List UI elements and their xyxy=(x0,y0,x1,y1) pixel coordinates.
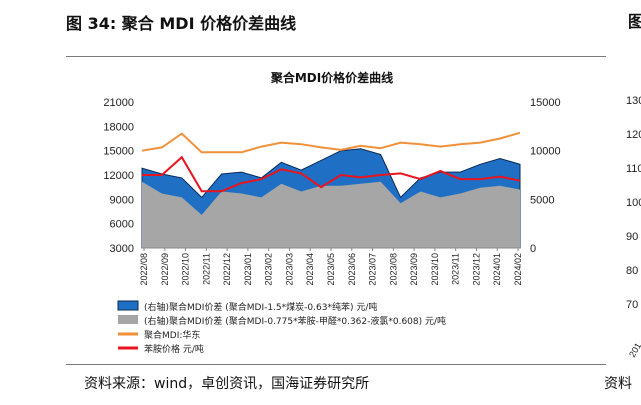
top-rule xyxy=(66,56,606,57)
x-tick-label: 2023/01 xyxy=(243,253,253,286)
y-left-tick-label: 9000 xyxy=(110,194,134,206)
x-tick-label: 2023/02 xyxy=(264,253,274,286)
x-tick-label: 2023/09 xyxy=(409,253,419,286)
adjacent-y-tick-label: 110 xyxy=(626,163,641,175)
series-line-2 xyxy=(142,155,521,193)
plot-layer xyxy=(141,131,521,249)
adjacent-y-tick-label: 100 xyxy=(626,197,641,209)
legend-swatch xyxy=(118,315,138,324)
y-right-tick-label: 10000 xyxy=(530,146,561,158)
series-area-2 xyxy=(142,181,520,248)
series-line-1 xyxy=(141,131,521,154)
y-left-tick-label: 12000 xyxy=(103,170,134,182)
y-left-tick-label: 15000 xyxy=(103,146,134,158)
mdi-price-spread-chart: 聚合MDI价格价差曲线 21000 18000 15000 12000 9000 6000… xyxy=(66,58,586,362)
chart-title: 聚合MDI价格价差曲线 xyxy=(270,70,393,85)
adjacent-y-tick-label: 130 xyxy=(626,95,641,107)
adjacent-source-fragment: 资料 xyxy=(604,376,632,392)
legend-label: 苯胺价格 元/吨 xyxy=(144,343,204,355)
x-tick-label: 2023/08 xyxy=(388,253,398,286)
adjacent-y-tick-label: 80 xyxy=(626,265,638,277)
legend-label: (右轴)聚合MDI价差 (聚合MDI-0.775*苯胺-甲醛*0.362-液氯*… xyxy=(144,315,446,327)
adjacent-y-tick-label: 70 xyxy=(626,299,638,311)
y-right-tick-label: 0 xyxy=(530,243,536,255)
source-note: 资料来源：wind，卓创资讯，国海证券研究所 xyxy=(84,376,370,392)
bottom-rule xyxy=(66,364,606,365)
x-tick-label: 2023/07 xyxy=(368,253,378,286)
legend-swatch xyxy=(117,300,139,311)
x-tick-label: 2022/10 xyxy=(181,253,191,286)
x-tick-label: 2022/11 xyxy=(201,253,211,285)
legend-label: 聚合MDI:华东 xyxy=(144,329,200,341)
legend-label: (右轴)聚合MDI价差 (聚合MDI-1.5*煤炭-0.63*纯苯) 元/吨 xyxy=(144,301,377,313)
x-tick-label: 2023/06 xyxy=(347,253,357,286)
x-tick-label: 2024/01 xyxy=(492,253,502,286)
y-left-tick-label: 18000 xyxy=(103,121,134,133)
x-tick-label: 2023/05 xyxy=(326,253,336,286)
x-tick-label: 2024/02 xyxy=(513,253,523,286)
x-tick-label: 2022/08 xyxy=(139,253,149,286)
next-figure-title-fragment: 图 xyxy=(628,12,641,31)
x-tick-label: 2022/09 xyxy=(160,253,170,286)
axis-layer: 21000 18000 15000 12000 9000 6000 3000 15000 100… xyxy=(103,97,560,286)
x-tick-label: 2023/11 xyxy=(451,253,461,285)
x-tick-label: 2022/12 xyxy=(222,253,232,286)
y-right-tick-label: 5000 xyxy=(530,194,554,206)
adjacent-chart-fragment: 130 120 110 100 90 80 70 201 xyxy=(626,95,641,358)
figure-title: 图 34: 聚合 MDI 价格价差曲线 xyxy=(66,14,297,33)
y-left-tick-label: 21000 xyxy=(103,97,134,109)
chart-legend: (右轴)聚合MDI价差 (聚合MDI-1.5*煤炭-0.63*纯苯) 元/吨 (右… xyxy=(117,300,446,355)
x-tick-label: 2023/10 xyxy=(430,253,440,286)
y-right-tick-label: 15000 xyxy=(530,97,561,109)
y-left-tick-label: 3000 xyxy=(110,243,134,255)
x-tick-label: 2023/12 xyxy=(471,253,481,286)
adjacent-y-tick-label: 120 xyxy=(626,129,641,141)
x-tick-label: 2023/04 xyxy=(305,253,315,286)
adjacent-x-tick-label: 201 xyxy=(627,341,641,358)
adjacent-chart-y-ticks: 130 120 110 100 90 80 70 201 xyxy=(626,95,641,358)
x-tick-label: 2023/03 xyxy=(284,253,294,286)
y-left-tick-label: 6000 xyxy=(110,219,134,231)
adjacent-y-tick-label: 90 xyxy=(626,231,638,243)
